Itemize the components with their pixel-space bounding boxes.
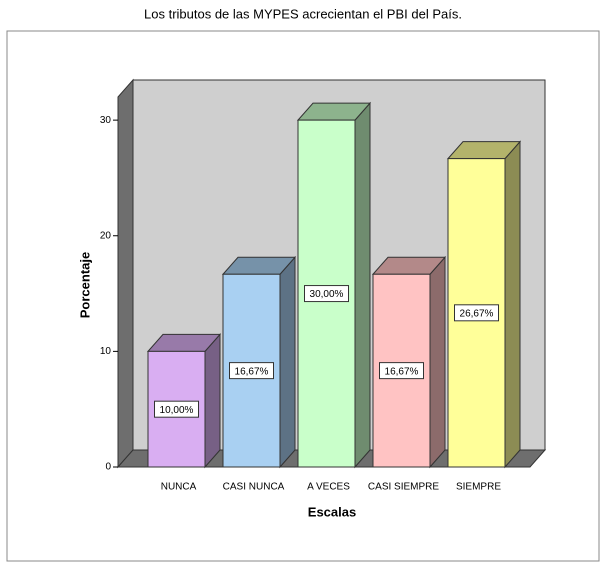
x-tick-label: CASI SIEMPRE [368, 482, 439, 493]
bar-side [429, 255, 446, 469]
y-tick-label: 0 [105, 462, 111, 473]
x-tick-label: A VECES [307, 482, 350, 493]
x-tick-label: SIEMPRE [456, 482, 501, 493]
left-wall [117, 78, 134, 469]
bar-side [204, 333, 221, 469]
y-tick-label: 10 [100, 346, 112, 357]
value-label: 26,67% [460, 308, 494, 319]
y-axis-title: Porcentaje [77, 252, 92, 318]
x-tick-label: CASI NUNCA [223, 482, 285, 493]
bar-side [504, 140, 521, 469]
value-label-box [379, 362, 424, 380]
y-tick-label: 20 [100, 230, 112, 241]
bar-side [354, 101, 371, 469]
value-label-box [154, 400, 199, 418]
value-label: 10,00% [160, 405, 194, 416]
x-tick-label: NUNCA [161, 482, 197, 493]
value-label-box [454, 304, 499, 322]
value-label-box [304, 285, 349, 303]
chart-title: Los tributos de las MYPES acrecientan el… [144, 6, 462, 21]
y-tick-label: 30 [100, 115, 112, 126]
x-axis-title: Escalas [308, 504, 356, 519]
value-label: 30,00% [310, 289, 344, 300]
value-label: 16,67% [235, 366, 269, 377]
value-label: 16,67% [385, 366, 419, 377]
bar-side [279, 255, 296, 469]
value-label-box [229, 362, 274, 380]
